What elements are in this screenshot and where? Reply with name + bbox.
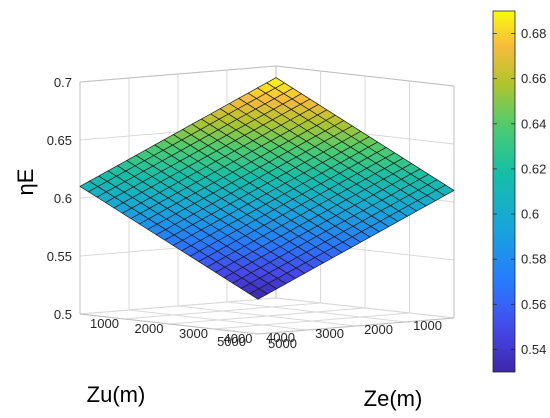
grid-line	[226, 301, 406, 323]
z-tick-label: 0.6	[54, 191, 72, 206]
z-tick-label: 0.65	[47, 133, 72, 148]
colorbar: 0.54 0.56 0.58 0.6 0.62 0.64 0.66 0.68	[492, 10, 546, 373]
grid-line	[79, 297, 455, 319]
surface-cell	[249, 288, 268, 300]
y-tick-label: 5000	[217, 334, 246, 349]
y-tick-label: 1000	[413, 318, 442, 333]
colorbar-tick-label: 0.62	[521, 161, 546, 176]
axis-box-edge	[79, 313, 259, 335]
axis-box-edge	[79, 65, 277, 83]
surface-mesh	[79, 77, 455, 300]
z-axis-title: ηE	[13, 169, 38, 196]
grid-line	[177, 305, 357, 327]
colorbar-tick-label: 0.64	[521, 116, 546, 131]
y-tick-label: 3000	[315, 326, 344, 341]
x-tick-label: 3000	[179, 326, 208, 341]
colorbar-tick-label: 0.68	[521, 26, 546, 41]
axis-box-edge	[275, 65, 455, 87]
z-tick-label: 0.7	[54, 75, 72, 90]
x-tick-label: 2000	[135, 321, 164, 336]
colorbar-tick-label: 0.66	[521, 71, 546, 86]
grid-line	[128, 309, 308, 331]
x-tick-label: 4000	[224, 331, 253, 346]
tick-labels: 0.50.550.60.650.710002000300040005000100…	[47, 75, 442, 351]
colorbar-tick-label: 0.54	[521, 342, 546, 357]
colorbar-gradient	[492, 10, 516, 373]
x-tick-label: 5000	[268, 336, 297, 351]
colorbar-tick-label: 0.58	[521, 252, 546, 267]
z-tick-label: 0.5	[54, 307, 72, 322]
y-tick-label: 4000	[266, 330, 295, 345]
colorbar-tick-label: 0.6	[521, 207, 539, 222]
y-tick-label: 2000	[364, 322, 393, 337]
z-tick-label: 0.55	[47, 249, 72, 264]
colorbar-tick-label: 0.56	[521, 297, 546, 312]
y-axis-title: Zu(m)	[87, 382, 146, 407]
x-axis-title: Ze(m)	[364, 386, 423, 411]
x-tick-label: 1000	[90, 316, 119, 331]
axis-box-edge	[257, 317, 455, 335]
